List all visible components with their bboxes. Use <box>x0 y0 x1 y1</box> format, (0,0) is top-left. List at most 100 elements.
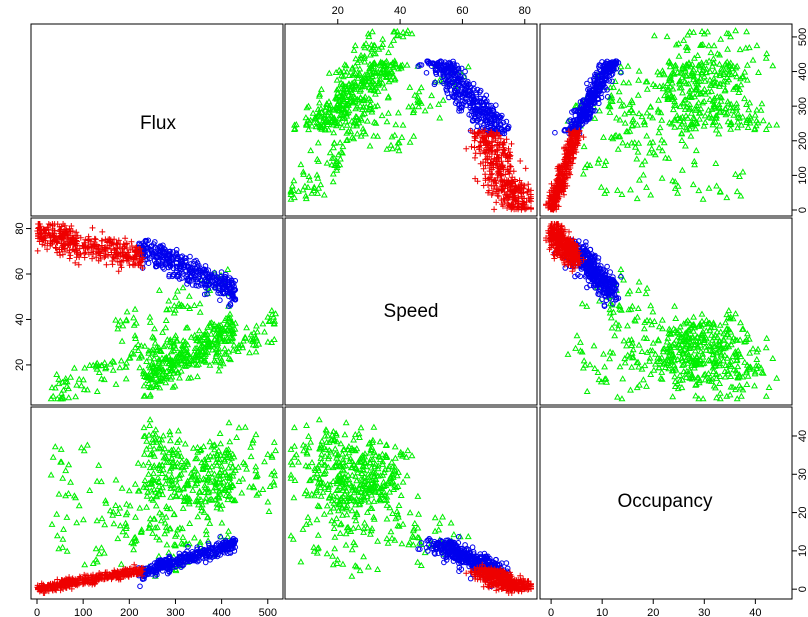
data-point-triangle <box>656 82 664 89</box>
data-point-triangle <box>216 429 224 436</box>
data-point-triangle <box>564 350 572 357</box>
data-point-triangle <box>323 159 331 166</box>
data-point-triangle <box>705 113 713 120</box>
data-point-triangle <box>669 105 677 113</box>
data-point-triangle <box>122 375 130 382</box>
data-point-triangle <box>119 322 127 329</box>
data-point-triangle <box>683 72 691 79</box>
data-point-triangle <box>398 540 406 547</box>
data-point-triangle <box>264 450 272 457</box>
data-point-triangle <box>717 97 725 104</box>
data-point-triangle <box>706 95 714 102</box>
data-point-triangle <box>657 374 665 381</box>
data-point-triangle <box>744 123 752 130</box>
data-point-triangle <box>698 70 706 77</box>
data-point-triangle <box>202 463 210 470</box>
data-point-triangle <box>325 69 333 76</box>
data-point-triangle <box>215 367 223 374</box>
data-point-triangle <box>336 119 344 126</box>
data-point-triangle <box>159 328 167 335</box>
data-point-triangle <box>649 339 657 346</box>
data-point-triangle <box>624 62 632 69</box>
data-point-triangle <box>611 332 619 339</box>
data-point-triangle <box>162 379 170 386</box>
data-point-triangle <box>315 416 323 423</box>
data-point-triangle <box>140 382 148 389</box>
data-point-triangle <box>388 458 396 465</box>
data-point-triangle <box>70 364 78 371</box>
data-point-triangle <box>367 85 375 92</box>
data-point-triangle <box>614 186 621 193</box>
data-point-triangle <box>676 327 684 334</box>
data-point-triangle <box>751 382 758 389</box>
data-point-triangle <box>196 300 204 307</box>
data-point-triangle <box>579 170 587 177</box>
data-point-triangle <box>200 357 207 364</box>
data-point-triangle <box>583 302 591 309</box>
data-point-triangle <box>319 488 327 495</box>
data-point-triangle <box>680 96 688 103</box>
data-point-triangle <box>576 338 584 345</box>
data-point-triangle <box>751 111 759 118</box>
data-point-triangle <box>399 478 407 485</box>
data-point-triangle <box>672 101 680 108</box>
data-point-triangle <box>386 504 394 511</box>
data-point-triangle <box>712 370 720 378</box>
data-point-triangle <box>123 359 130 366</box>
data-point-triangle <box>658 147 666 154</box>
data-point-triangle <box>348 546 356 553</box>
data-point-triangle <box>351 41 359 49</box>
data-point-triangle <box>297 160 305 168</box>
data-point-triangle <box>363 524 371 531</box>
data-point-triangle <box>212 484 220 491</box>
data-point-triangle <box>106 507 114 514</box>
data-point-triangle <box>635 341 643 348</box>
data-point-triangle <box>320 191 328 198</box>
data-point-triangle <box>769 354 777 361</box>
data-point-circle <box>187 253 193 260</box>
data-point-triangle <box>586 361 594 368</box>
data-point-triangle <box>368 78 376 85</box>
data-point-triangle <box>334 89 342 96</box>
data-point-triangle <box>724 118 732 125</box>
data-point-triangle <box>646 317 654 324</box>
data-point-triangle <box>339 486 347 493</box>
data-point-triangle <box>639 171 647 178</box>
data-point-triangle <box>191 465 199 472</box>
data-point-triangle <box>217 479 225 486</box>
data-point-triangle <box>172 366 180 373</box>
data-point-triangle <box>671 123 679 130</box>
data-point-triangle <box>303 104 311 111</box>
data-point-triangle <box>682 112 690 119</box>
data-point-triangle <box>340 85 348 92</box>
data-point-triangle <box>155 435 163 442</box>
data-point-triangle <box>336 112 344 119</box>
data-point-triangle <box>170 510 178 517</box>
data-point-triangle <box>222 337 230 344</box>
data-point-triangle <box>675 52 683 59</box>
data-point-triangle <box>198 507 206 514</box>
data-point-triangle <box>194 513 202 520</box>
data-point-triangle <box>181 440 189 447</box>
data-point-triangle <box>73 381 81 388</box>
data-point-triangle <box>331 445 339 452</box>
data-point-triangle <box>354 458 362 465</box>
data-point-triangle <box>734 118 742 125</box>
data-point-triangle <box>655 144 663 151</box>
data-point-triangle <box>736 336 744 343</box>
data-point-triangle <box>348 457 356 464</box>
data-point-triangle <box>664 85 671 92</box>
data-point-triangle <box>73 519 81 526</box>
data-point-triangle <box>370 423 378 430</box>
data-point-triangle <box>213 450 221 457</box>
data-point-triangle <box>606 83 614 91</box>
data-point-triangle <box>51 443 59 450</box>
data-point-triangle <box>450 530 458 538</box>
data-point-triangle <box>169 383 177 390</box>
data-point-triangle <box>619 139 627 146</box>
data-point-triangle <box>348 79 356 86</box>
data-point-triangle <box>712 112 720 119</box>
data-point-triangle <box>583 387 591 394</box>
data-point-triangle <box>710 42 718 49</box>
data-point-triangle <box>308 458 316 466</box>
